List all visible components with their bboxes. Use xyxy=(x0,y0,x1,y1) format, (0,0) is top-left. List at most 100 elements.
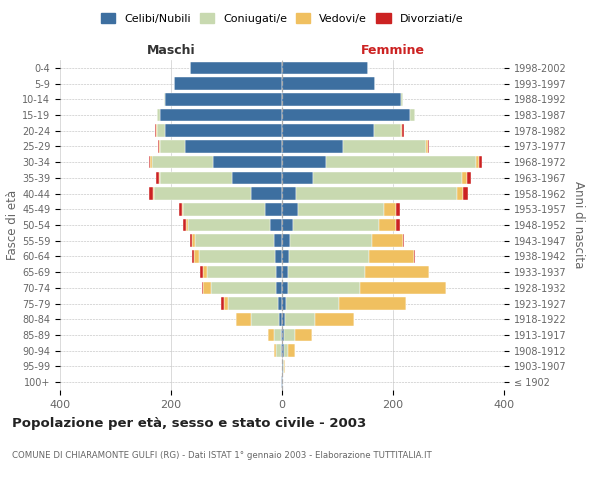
Bar xyxy=(202,282,203,294)
Bar xyxy=(410,108,415,122)
Bar xyxy=(183,218,186,232)
Bar xyxy=(282,172,313,184)
Legend: Celibi/Nubili, Coniugati/e, Vedovi/e, Divorziati/e: Celibi/Nubili, Coniugati/e, Vedovi/e, Di… xyxy=(101,13,463,24)
Bar xyxy=(476,156,479,168)
Bar xyxy=(224,298,228,310)
Bar xyxy=(274,234,282,247)
Bar xyxy=(282,78,375,90)
Bar xyxy=(293,218,379,232)
Bar xyxy=(179,203,182,215)
Bar xyxy=(343,140,426,152)
Bar xyxy=(282,140,343,152)
Bar xyxy=(282,328,284,342)
Bar xyxy=(296,188,457,200)
Bar xyxy=(426,140,428,152)
Bar xyxy=(174,78,282,90)
Bar xyxy=(277,344,281,357)
Bar xyxy=(289,250,369,262)
Bar xyxy=(282,188,296,200)
Bar xyxy=(207,266,277,278)
Bar xyxy=(156,124,157,137)
Bar xyxy=(379,218,396,232)
Bar xyxy=(428,140,429,152)
Bar xyxy=(149,156,151,168)
Bar xyxy=(282,282,287,294)
Bar xyxy=(203,282,211,294)
Bar xyxy=(401,124,403,137)
Bar xyxy=(154,188,251,200)
Bar xyxy=(212,156,282,168)
Bar xyxy=(373,234,403,247)
Bar xyxy=(268,328,274,342)
Bar xyxy=(232,172,282,184)
Bar xyxy=(360,282,446,294)
Bar xyxy=(413,250,415,262)
Bar xyxy=(396,218,400,232)
Bar xyxy=(463,172,467,184)
Bar xyxy=(401,93,403,106)
Bar xyxy=(374,124,401,137)
Text: Femmine: Femmine xyxy=(361,44,425,57)
Bar xyxy=(190,234,192,247)
Bar xyxy=(467,172,471,184)
Bar xyxy=(183,203,265,215)
Bar xyxy=(282,234,290,247)
Bar xyxy=(164,93,166,106)
Bar xyxy=(282,298,286,310)
Bar xyxy=(457,188,463,200)
Bar xyxy=(195,234,274,247)
Bar xyxy=(265,203,282,215)
Bar xyxy=(365,266,429,278)
Bar xyxy=(192,234,195,247)
Bar xyxy=(199,250,275,262)
Bar xyxy=(211,282,277,294)
Bar xyxy=(281,328,282,342)
Bar xyxy=(236,313,251,326)
Bar xyxy=(158,140,159,152)
Bar xyxy=(282,344,284,357)
Bar xyxy=(160,108,282,122)
Bar xyxy=(160,172,232,184)
Bar xyxy=(155,124,156,137)
Bar xyxy=(157,108,160,122)
Bar xyxy=(287,266,365,278)
Y-axis label: Fasce di età: Fasce di età xyxy=(6,190,19,260)
Bar xyxy=(383,203,396,215)
Bar xyxy=(278,298,282,310)
Bar xyxy=(194,250,199,262)
Bar xyxy=(282,266,287,278)
Bar xyxy=(316,313,354,326)
Bar xyxy=(274,328,281,342)
Bar xyxy=(221,298,224,310)
Bar xyxy=(281,344,282,357)
Bar xyxy=(282,156,326,168)
Bar xyxy=(282,93,401,106)
Bar xyxy=(270,218,282,232)
Bar xyxy=(153,188,154,200)
Bar xyxy=(149,188,153,200)
Bar xyxy=(403,234,404,247)
Bar xyxy=(282,218,293,232)
Bar xyxy=(203,266,207,278)
Text: Maschi: Maschi xyxy=(146,44,196,57)
Text: Popolazione per età, sesso e stato civile - 2003: Popolazione per età, sesso e stato civil… xyxy=(12,418,366,430)
Bar xyxy=(152,156,212,168)
Bar xyxy=(274,344,277,357)
Bar xyxy=(251,313,279,326)
Bar xyxy=(151,156,152,168)
Bar xyxy=(282,124,374,137)
Bar xyxy=(228,298,278,310)
Bar xyxy=(288,344,295,357)
Bar xyxy=(282,250,289,262)
Bar xyxy=(157,124,166,137)
Y-axis label: Anni di nascita: Anni di nascita xyxy=(572,182,585,268)
Bar xyxy=(188,218,270,232)
Bar xyxy=(298,203,383,215)
Bar xyxy=(282,62,368,74)
Bar xyxy=(313,172,463,184)
Bar xyxy=(182,203,183,215)
Bar xyxy=(156,172,159,184)
Bar xyxy=(463,188,468,200)
Bar xyxy=(191,250,194,262)
Bar xyxy=(287,282,360,294)
